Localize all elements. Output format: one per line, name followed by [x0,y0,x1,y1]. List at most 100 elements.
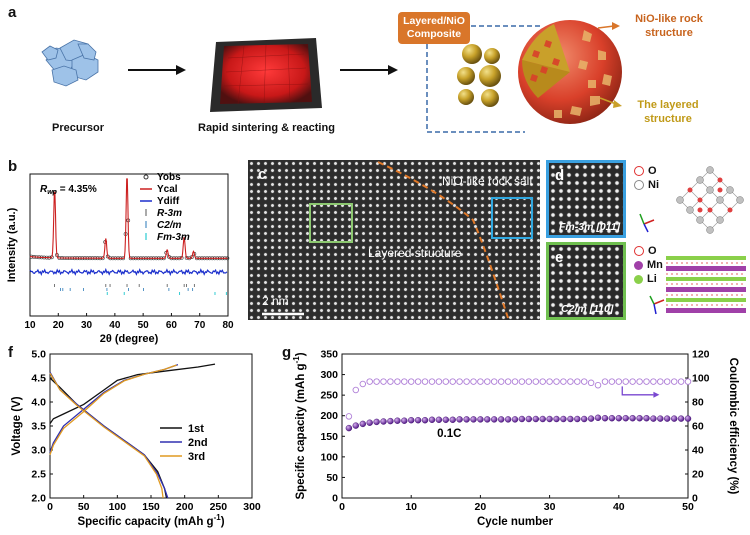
panel-b-label: b [8,158,18,175]
legend-label-b: Yobs [157,172,181,183]
panel-a-label: a [8,4,17,21]
legend-o-d: O [648,165,657,177]
legend-mn-e: Mn [647,259,663,271]
capacity-point [525,415,533,423]
voltage-capacity-chart: 0 50 100 150 200 250 300 2.0 2.5 3.0 3.5 4.0 4.5 5.0 S… [11,349,261,529]
x-axis-label-g: Cycle number [477,516,554,528]
composite-dashed-frame [426,25,543,133]
x-tick-label-b: 20 [53,320,65,331]
process-arrow-2 [340,65,398,75]
capacity-point [574,415,581,423]
efficiency-point [359,380,367,388]
panel-e-zone-axis: C2/m [110] [561,303,614,315]
scale-bar-label: 2 nm [262,294,289,308]
efficiency-point [567,378,574,385]
efficiency-point [670,378,678,385]
axis-triad-d [639,213,655,233]
cycling-chart: 0 10 20 30 40 5005010015020025030035002040608… [292,349,739,529]
composite-label: Layered/NiO Composite [403,15,465,40]
right-axis-arrow-g [621,386,654,396]
layered-crystal-model [666,256,746,313]
y-tick-label-g: 0 [332,493,338,505]
sintering-caption: Rapid sintering & reacting [198,122,335,134]
y-axis-label-g: Specific capacity (mAh g-1) [292,352,307,499]
capacity-point [636,414,643,422]
efficiency-point [580,378,588,385]
efficiency-point [442,378,450,385]
capacity-point [532,415,540,423]
capacity-point [615,414,622,422]
x-tick-label-b: 70 [194,320,206,331]
composite-spheres [457,44,501,107]
y-tick-label-f: 4.0 [31,397,46,409]
precursor-caption: Precursor [52,122,104,134]
legend-marker [143,174,149,180]
capacity-point [664,415,671,422]
legend-label-b: Fm-3m [157,232,190,243]
y-tick-label-f: 4.5 [31,373,46,385]
x-tick-label-g: 10 [405,501,417,513]
capacity-point [581,415,588,423]
capacity-point [657,415,664,422]
efficiency-point [352,386,360,394]
efficiency-point [504,378,512,385]
capacity-point [345,424,353,432]
y-tick-label-f: 2.5 [31,469,46,481]
capacity-point [428,416,436,424]
ycal-line [30,178,228,259]
efficiency-point [574,378,581,385]
efficiency-point [636,378,643,385]
x-tick-label-b: 40 [109,320,121,331]
x-tick-label-f: 50 [78,501,90,513]
capacity-point [449,416,456,424]
legend-ni-d: Ni [648,179,659,191]
efficiency-point [622,378,629,385]
x-axis-label-f: Specific capacity (mAh g-1) [77,513,224,528]
capacity-point [477,416,484,423]
axis-triad-e [649,295,665,315]
nio-rock-salt-label: NiO-like rock salt [442,174,533,188]
panel-d-zone-axis: Fm-3m [011] [559,221,621,233]
capacity-point [671,415,678,422]
efficiency-point [663,378,671,385]
x-tick-label-g: 20 [475,501,487,513]
legend-o-e: O [648,245,657,257]
capacity-point [497,416,505,423]
capacity-point [490,416,498,423]
efficiency-point [394,378,401,385]
rocksalt-crystal-model [676,166,744,234]
x-axis-label-b: 2θ (degree) [100,333,159,345]
capacity-point [546,415,553,423]
charge-curve-1st [49,363,216,424]
efficiency-point [539,378,546,385]
capacity-point [553,415,560,423]
composite-label-box: Layered/NiO Composite [398,12,470,44]
efficiency-point [532,378,540,385]
layered-structure-label: The layered structure [637,99,699,125]
composite-particle-sphere [518,20,622,124]
efficiency-point [525,378,533,385]
capacity-point [622,414,629,422]
capacity-point [484,416,491,423]
x-tick-label-b: 60 [166,320,178,331]
capacity-point [414,416,422,424]
capacity-point [587,415,595,422]
capacity-point [504,416,512,423]
legend-label-f: 3rd [188,451,205,463]
hrtem-image-c: c NiO-like rock salt Layered structure 2… [248,160,540,320]
panel-d-legend: O Ni [634,164,659,192]
capacity-point [442,416,450,424]
y-tick-label-g: 300 [320,369,338,381]
plot-frame-b [29,173,229,317]
legend-label-b: Ydiff [157,196,180,207]
capacity-point [352,422,360,429]
efficiency-point [629,378,636,385]
legend-label-f: 2nd [188,437,208,449]
capacity-point [650,415,657,422]
x-tick-label-g: 50 [682,501,694,513]
process-arrow-1 [128,65,186,75]
ydiff-line [29,267,228,277]
efficiency-point [366,378,373,385]
x-tick-label-g: 0 [339,501,345,513]
efficiency-point [601,378,609,385]
